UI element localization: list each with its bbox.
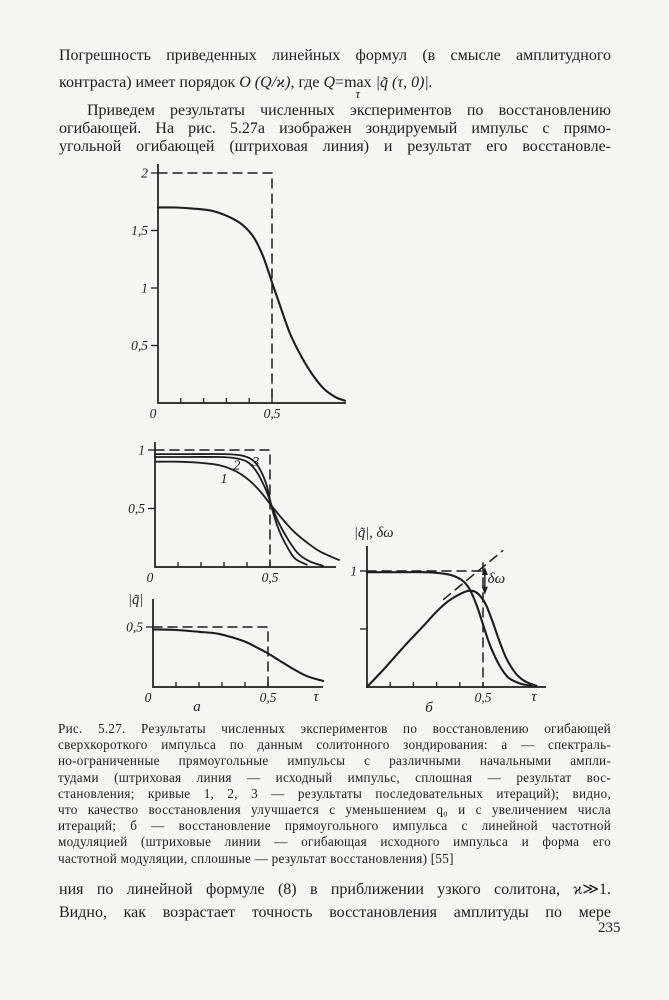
linear-fm-dashed-diagonal-curve bbox=[442, 549, 504, 601]
initial-rect-pulse-dashed-curve bbox=[157, 172, 273, 404]
axes-lines bbox=[154, 442, 336, 568]
y-tick-label: 2 bbox=[141, 166, 148, 181]
axes-lines bbox=[152, 599, 323, 688]
x-axis-title: τ bbox=[531, 689, 537, 705]
y-axis-title: |q̃|, δω bbox=[354, 525, 393, 541]
max-label: max bbox=[344, 74, 372, 91]
body-line-formula: контраста) имеет порядок O (Q/ϰ), где Q=… bbox=[59, 73, 611, 101]
plot-b: 0,5 1 δω |q̃|, δω τ б bbox=[350, 525, 546, 715]
body-line: Видно, как возрастает точность восстанов… bbox=[59, 904, 611, 921]
formula-text: где bbox=[294, 74, 324, 91]
page-number: 235 bbox=[598, 920, 621, 936]
x-tick-label: 0,5 bbox=[262, 570, 279, 585]
subplot-label: б bbox=[425, 700, 433, 715]
formula-q: Q bbox=[323, 74, 336, 91]
initial-rect-pulse-dashed-curve bbox=[154, 449, 271, 568]
initial-rect-pulse-dashed-curve bbox=[152, 626, 269, 688]
y-tick-label: 1 bbox=[350, 564, 357, 579]
recovered-frequency-modulation-curve bbox=[365, 589, 538, 689]
delta-omega-arrow-heads bbox=[481, 566, 488, 595]
formula-equals: = bbox=[335, 74, 345, 91]
body-line: Приведем результаты численных эксперимен… bbox=[87, 102, 611, 119]
caption-line: что качество восстановления улучшается с… bbox=[58, 802, 611, 817]
body-line: угольной огибающей (штриховая линия) и р… bbox=[59, 138, 611, 155]
y-tick-label: 1 bbox=[141, 281, 148, 296]
y-axis-title: |q̃| bbox=[128, 592, 143, 608]
curve-1-label: 1 bbox=[221, 472, 228, 487]
axes-lines bbox=[157, 164, 346, 404]
x-tick-label: 0 bbox=[145, 690, 152, 705]
max-subscript-tau: τ bbox=[355, 86, 361, 101]
caption-line: итераций; б — восстановление прямоугольн… bbox=[58, 818, 611, 834]
x-tick-label: 0 bbox=[147, 570, 154, 585]
x-tick-label: 0 bbox=[150, 406, 157, 421]
x-axis-title: τ bbox=[313, 689, 319, 705]
y-tick-label: 0,5 bbox=[131, 338, 148, 353]
caption-line: частотной модуляции, сплошные — результа… bbox=[58, 850, 454, 866]
iteration-3-curve bbox=[154, 453, 308, 566]
body-line: Погрешность приведенных линейных формул … bbox=[59, 47, 611, 64]
y-tick-label: 0,5 bbox=[128, 501, 145, 516]
axes-lines bbox=[366, 546, 546, 688]
caption-line: становления; кривые 1, 2, 3 — результаты… bbox=[58, 785, 611, 801]
formula-text: контраста) имеет порядок bbox=[59, 74, 240, 91]
y-tick-label: 1 bbox=[138, 443, 145, 458]
caption-line: тудами (штриховая линия — исходный импул… bbox=[58, 769, 611, 785]
max-operator: max τ bbox=[344, 73, 372, 101]
curve-3-label: 3 bbox=[251, 455, 259, 470]
recovered-envelope-curve bbox=[365, 571, 533, 687]
recovered-envelope-curve bbox=[156, 206, 347, 402]
caption-line: сверхкороткого импульса по данным солито… bbox=[58, 737, 611, 753]
subplot-label: а bbox=[193, 699, 201, 715]
caption-line: Рис. 5.27. Результаты численных эксперим… bbox=[58, 721, 611, 736]
formula-modulus-term: |q̃ (τ, 0)|. bbox=[371, 74, 433, 91]
curve-2-label: 2 bbox=[233, 458, 240, 473]
x-tick-label: 0,5 bbox=[475, 690, 492, 705]
formula-order-term: O (Q/ϰ), bbox=[239, 74, 295, 91]
iteration-2-curve bbox=[154, 456, 324, 567]
x-tick-label: 0,5 bbox=[260, 690, 277, 705]
body-line: ния по линейной формуле (8) в приближени… bbox=[59, 881, 611, 898]
y-tick-label: 1,5 bbox=[131, 223, 148, 238]
body-line: огибающей. На рис. 5.27а изображен зонди… bbox=[59, 120, 611, 137]
x-tick-label: 0,5 bbox=[264, 406, 281, 421]
plot-a_top: 0 0,5 0,5 1 1,5 2 bbox=[131, 164, 347, 421]
y-tick-label: 0,5 bbox=[126, 620, 143, 635]
delta-omega-label: δω bbox=[488, 571, 506, 587]
recovered-envelope-curve bbox=[151, 628, 325, 683]
caption-line: но-ограниченные прямоугольные импульсы с… bbox=[58, 753, 611, 769]
caption-line: модуляцией (штриховые линии — огибающая … bbox=[58, 834, 611, 850]
plot-a_bot: 0 0,5 0,5 |q̃| τ а bbox=[126, 592, 325, 715]
iteration-1-curve bbox=[154, 460, 340, 561]
